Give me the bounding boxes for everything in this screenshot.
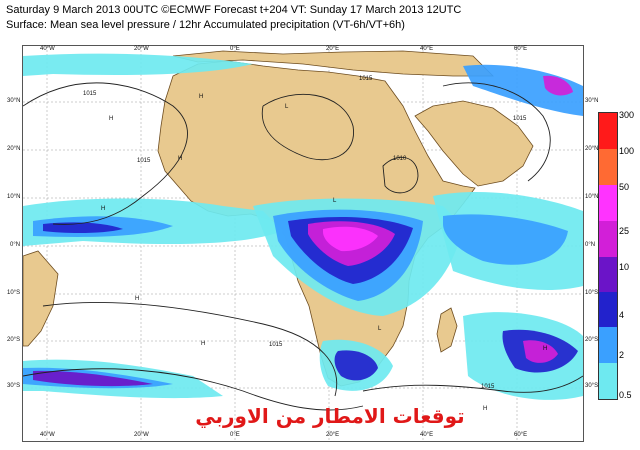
arabia-land [414, 100, 534, 187]
lon-label-bottom: 60°E [514, 432, 528, 438]
lon-label-top: 20°E [326, 46, 340, 52]
lon-label-top: 40°E [420, 46, 434, 52]
isobar-label: 1015 [359, 76, 373, 82]
isobar-label: 1015 [137, 158, 151, 164]
high-pressure-marker: H [178, 156, 183, 162]
lat-label-right: 20°N [585, 146, 599, 152]
lon-label-top: 0°E [230, 46, 240, 52]
lon-label-bottom: 0°E [230, 432, 240, 438]
lat-label-left: 0°N [10, 242, 21, 248]
high-pressure-marker: H [109, 116, 114, 122]
legend-tick: 25 [619, 226, 630, 236]
precip-area-precip-4 [43, 222, 123, 234]
legend-tick: 0.5 [619, 390, 632, 400]
precip-area-precip-25 [523, 340, 558, 363]
legend-tick: 300 [619, 110, 635, 120]
legend-swatch-25 [599, 221, 617, 257]
legend-swatch-300 [599, 113, 617, 149]
isobar-label: 1010 [393, 156, 407, 162]
precip-area-precip-25 [543, 75, 573, 96]
high-pressure-marker: H [201, 341, 206, 347]
lat-label-left: 10°N [7, 194, 21, 200]
legend-tick: 100 [619, 146, 635, 156]
precipitation-areas [23, 53, 583, 400]
lon-label-bottom: 40°E [420, 432, 434, 438]
isobar-label: 1015 [513, 116, 527, 122]
chart-subtitle: Surface: Mean sea level pressure / 12hr … [6, 19, 405, 31]
lon-label-top: 20°W [134, 46, 149, 52]
precip-area-precip-0-5 [23, 53, 253, 76]
precipitation-legend [598, 112, 618, 400]
lat-label-left: 20°S [7, 337, 21, 343]
legend-swatch-2 [599, 327, 617, 363]
lon-label-bottom: 20°E [326, 432, 340, 438]
isobars [23, 82, 583, 411]
lat-label-right: 30°N [585, 98, 599, 104]
precip-area-precip-4 [334, 350, 378, 381]
high-pressure-marker: H [543, 346, 548, 352]
south-america-land [23, 250, 59, 347]
lat-label-right: 20°S [585, 337, 599, 343]
high-pressure-marker: H [199, 94, 204, 100]
lon-label-bottom: 40°W [40, 432, 55, 438]
legend-tick: 10 [619, 262, 630, 272]
legend-swatch-4 [599, 292, 617, 327]
high-pressure-marker: H [135, 296, 140, 302]
low-pressure-marker: L [378, 326, 382, 332]
legend-swatch-10 [599, 257, 617, 292]
isobar-label: 1015 [83, 91, 97, 97]
legend-tick: 2 [619, 350, 625, 360]
lat-label-left: 30°N [7, 98, 21, 104]
legend-swatch-50 [599, 185, 617, 221]
lat-label-right: 10°S [585, 290, 599, 296]
lon-label-top: 60°E [514, 46, 528, 52]
lon-label-bottom: 20°W [134, 432, 149, 438]
legend-swatch-100 [599, 149, 617, 185]
precip-area-precip-10 [33, 370, 153, 387]
lon-label-top: 40°W [40, 46, 55, 52]
lat-label-right: 10°N [585, 194, 599, 200]
map-canvas [23, 46, 583, 441]
precip-area-precip-2 [443, 214, 568, 265]
low-pressure-marker: L [285, 104, 289, 110]
isobar-label: 1015 [481, 384, 495, 390]
high-pressure-marker: H [101, 206, 106, 212]
lat-label-left: 20°N [7, 146, 21, 152]
legend-tick: 50 [619, 182, 630, 192]
isobar-label: 1015 [269, 342, 283, 348]
legend-swatch-0-5 [599, 363, 617, 399]
lat-label-right: 30°S [585, 383, 599, 389]
lat-label-right: 0°N [585, 242, 596, 248]
weather-map: 1015 1015 1015 1010 1015 1015 1015 H H H… [22, 45, 584, 442]
precip-area-precip-50 [323, 226, 378, 252]
legend-tick: 4 [619, 310, 625, 320]
low-pressure-marker: L [333, 198, 337, 204]
madagascar-land [436, 307, 458, 353]
arabic-watermark: توقعات الامطار من الاوربي [195, 404, 465, 428]
chart-title: Saturday 9 March 2013 00UTC ©ECMWF Forec… [6, 4, 462, 16]
lat-label-left: 30°S [7, 383, 21, 389]
lat-label-left: 10°S [7, 290, 21, 296]
high-pressure-marker: H [483, 406, 488, 412]
